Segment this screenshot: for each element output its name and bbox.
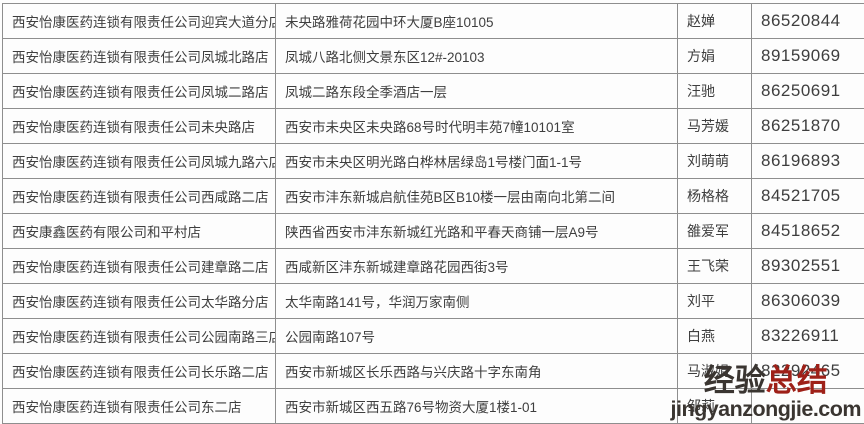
store-table-sheet: 西安怡康医药连锁有限责任公司迎宾大道分店 未央路雅荷花园中环大厦B座10105 … bbox=[2, 3, 864, 424]
table-row: 西安怡康医药连锁有限责任公司太华路分店 太华南路141号，华润万家南侧 刘平 8… bbox=[2, 283, 864, 319]
address-cell: 太华南路141号，华润万家南侧 bbox=[275, 283, 678, 319]
contact-cell: 王飞荣 bbox=[677, 248, 752, 284]
store-name-cell: 西安怡康医药连锁有限责任公司建章路二店 bbox=[2, 248, 276, 284]
table-row: 西安怡康医药连锁有限责任公司东二店 西安市新城区西五路76号物资大厦1楼1-01… bbox=[2, 388, 864, 424]
phone-cell: 86520844 bbox=[751, 3, 864, 39]
phone-cell: 86250691 bbox=[751, 73, 864, 109]
contact-cell: 白燕 bbox=[677, 318, 752, 354]
table-row: 西安怡康医药连锁有限责任公司未央路店 西安市未央区未央路68号时代明丰苑7幢10… bbox=[2, 108, 864, 144]
address-cell: 西安市未央区明光路白桦林居绿岛1号楼门面1-1号 bbox=[275, 143, 678, 179]
address-cell: 西安市未央区未央路68号时代明丰苑7幢10101室 bbox=[275, 108, 678, 144]
store-name-cell: 西安怡康医药连锁有限责任公司公园南路三店 bbox=[2, 318, 276, 354]
address-cell: 公园南路107号 bbox=[275, 318, 678, 354]
store-name-cell: 西安怡康医药连锁有限责任公司凤城九路六店 bbox=[2, 143, 276, 179]
phone-cell: 84521705 bbox=[751, 178, 864, 214]
contact-cell: 方娟 bbox=[677, 38, 752, 74]
phone-cell: 86306039 bbox=[751, 283, 864, 319]
address-cell: 凤城二路东段全季酒店一层 bbox=[275, 73, 678, 109]
table-row: 西安怡康医药连锁有限责任公司长乐路二店 西安市新城区长乐西路与兴庆路十字东南角 … bbox=[2, 353, 864, 389]
store-name-cell: 西安怡康医药连锁有限责任公司长乐路二店 bbox=[2, 353, 276, 389]
table-row: 西安怡康医药连锁有限责任公司公园南路三店 公园南路107号 白燕 8322691… bbox=[2, 318, 864, 354]
table-row: 西安怡康医药连锁有限责任公司凤城九路六店 西安市未央区明光路白桦林居绿岛1号楼门… bbox=[2, 143, 864, 179]
contact-cell: 邹莉 bbox=[677, 388, 752, 424]
contact-cell: 刘萌萌 bbox=[677, 143, 752, 179]
table-row: 西安怡康医药连锁有限责任公司凤城二路店 凤城二路东段全季酒店一层 汪驰 8625… bbox=[2, 73, 864, 109]
contact-cell: 刘平 bbox=[677, 283, 752, 319]
contact-cell: 雒爱军 bbox=[677, 213, 752, 249]
table-row: 西安怡康医药连锁有限责任公司建章路二店 西咸新区沣东新城建章路花园西街3号 王飞… bbox=[2, 248, 864, 284]
table-row: 西安怡康医药连锁有限责任公司迎宾大道分店 未央路雅荷花园中环大厦B座10105 … bbox=[2, 3, 864, 39]
phone-cell: 89302551 bbox=[751, 248, 864, 284]
address-cell: 西咸新区沣东新城建章路花园西街3号 bbox=[275, 248, 678, 284]
store-name-cell: 西安怡康医药连锁有限责任公司未央路店 bbox=[2, 108, 276, 144]
address-cell: 西安市沣东新城启航佳苑B区B10楼一层由南向北第二间 bbox=[275, 178, 678, 214]
pharmacy-store-table: 西安怡康医药连锁有限责任公司迎宾大道分店 未央路雅荷花园中环大厦B座10105 … bbox=[2, 3, 864, 424]
store-name-cell: 西安康鑫医药有限公司和平村店 bbox=[2, 213, 276, 249]
address-cell: 凤城八路北侧文景东区12#-20103 bbox=[275, 38, 678, 74]
phone-cell: 82292465 bbox=[751, 353, 864, 389]
contact-cell: 杨格格 bbox=[677, 178, 752, 214]
phone-cell: 84518652 bbox=[751, 213, 864, 249]
store-name-cell: 西安怡康医药连锁有限责任公司东二店 bbox=[2, 388, 276, 424]
table-row: 西安怡康医药连锁有限责任公司西咸路二店 西安市沣东新城启航佳苑B区B10楼一层由… bbox=[2, 178, 864, 214]
phone-cell: 86251870 bbox=[751, 108, 864, 144]
contact-cell: 赵婵 bbox=[677, 3, 752, 39]
address-cell: 未央路雅荷花园中环大厦B座10105 bbox=[275, 3, 678, 39]
phone-cell: 83226911 bbox=[751, 318, 864, 354]
phone-cell bbox=[751, 388, 864, 424]
contact-cell: 马芳媛 bbox=[677, 108, 752, 144]
store-name-cell: 西安怡康医药连锁有限责任公司凤城二路店 bbox=[2, 73, 276, 109]
table-row: 西安怡康医药连锁有限责任公司凤城北路店 凤城八路北侧文景东区12#-20103 … bbox=[2, 38, 864, 74]
store-name-cell: 西安怡康医药连锁有限责任公司凤城北路店 bbox=[2, 38, 276, 74]
address-cell: 西安市新城区长乐西路与兴庆路十字东南角 bbox=[275, 353, 678, 389]
store-name-cell: 西安怡康医药连锁有限责任公司迎宾大道分店 bbox=[2, 3, 276, 39]
store-name-cell: 西安怡康医药连锁有限责任公司太华路分店 bbox=[2, 283, 276, 319]
phone-cell: 89159069 bbox=[751, 38, 864, 74]
store-name-cell: 西安怡康医药连锁有限责任公司西咸路二店 bbox=[2, 178, 276, 214]
contact-cell: 汪驰 bbox=[677, 73, 752, 109]
contact-cell: 马淑娟 bbox=[677, 353, 752, 389]
table-row: 西安康鑫医药有限公司和平村店 陕西省西安市沣东新城红光路和平春天商铺一层A9号 … bbox=[2, 213, 864, 249]
address-cell: 西安市新城区西五路76号物资大厦1楼1-01 bbox=[275, 388, 678, 424]
phone-cell: 86196893 bbox=[751, 143, 864, 179]
address-cell: 陕西省西安市沣东新城红光路和平春天商铺一层A9号 bbox=[275, 213, 678, 249]
